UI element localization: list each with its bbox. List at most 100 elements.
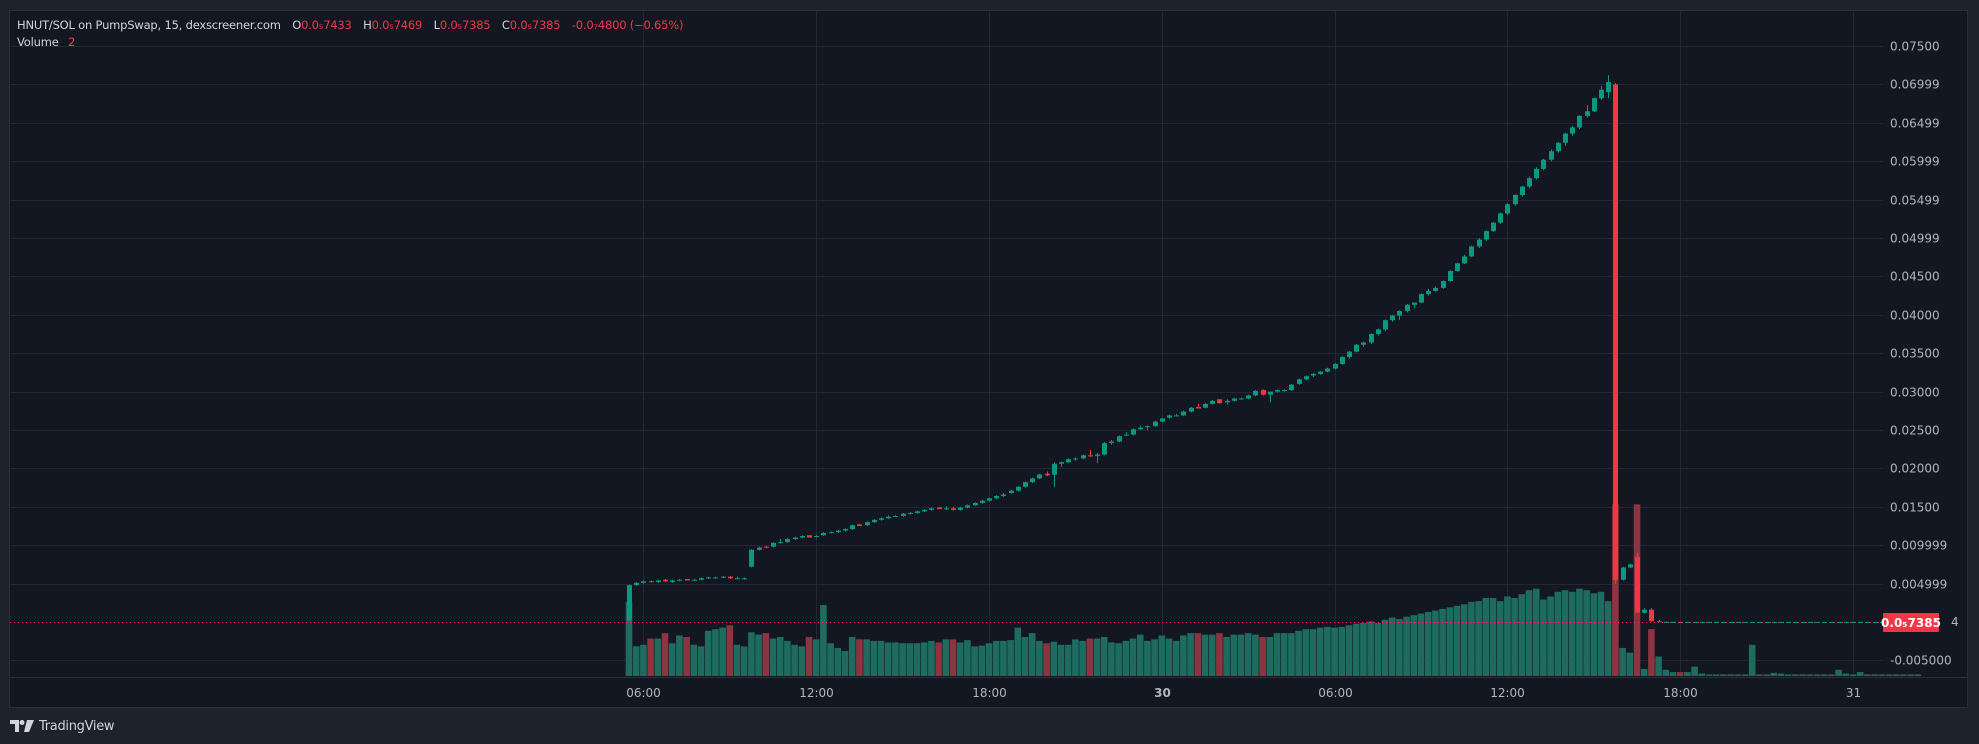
candle-body[interactable] <box>1066 459 1071 463</box>
candle-body[interactable] <box>1347 351 1352 358</box>
candle-body[interactable] <box>1671 621 1676 623</box>
candle-body[interactable] <box>937 507 942 510</box>
candle-body[interactable] <box>641 581 646 583</box>
candle-body[interactable] <box>1750 621 1755 623</box>
candle-body[interactable] <box>1635 556 1640 613</box>
candle-body[interactable] <box>1282 390 1287 392</box>
candle-body[interactable] <box>1354 344 1359 352</box>
candle-body[interactable] <box>1678 621 1683 623</box>
candle-body[interactable] <box>1880 621 1885 623</box>
candle-body[interactable] <box>1736 621 1741 623</box>
candle-body[interactable] <box>1851 621 1856 623</box>
candle-body[interactable] <box>728 576 733 579</box>
candle-body[interactable] <box>1685 621 1690 623</box>
candle-body[interactable] <box>836 530 841 533</box>
candle-body[interactable] <box>1505 204 1510 214</box>
candle-body[interactable] <box>1707 621 1712 623</box>
candle-body[interactable] <box>1441 281 1446 288</box>
candle-body[interactable] <box>1657 621 1662 623</box>
candle-body[interactable] <box>1513 194 1518 205</box>
candle-body[interactable] <box>1606 82 1611 93</box>
candle-body[interactable] <box>829 532 834 534</box>
candle-body[interactable] <box>1477 239 1482 247</box>
candle-body[interactable] <box>850 525 855 530</box>
candle-body[interactable] <box>1541 159 1546 169</box>
candle-body[interactable] <box>1073 458 1078 460</box>
candle-body[interactable] <box>1361 342 1366 345</box>
candle-body[interactable] <box>1865 621 1870 623</box>
candle-body[interactable] <box>1585 111 1590 116</box>
candle-body[interactable] <box>1376 329 1381 334</box>
candle-body[interactable] <box>1239 398 1244 400</box>
candle-body[interactable] <box>1714 621 1719 623</box>
candle-body[interactable] <box>915 511 920 513</box>
candle-body[interactable] <box>1592 98 1597 112</box>
candle-body[interactable] <box>908 512 913 514</box>
candle-body[interactable] <box>1167 415 1172 418</box>
candle-body[interactable] <box>1786 621 1791 623</box>
candle-body[interactable] <box>1469 246 1474 257</box>
candle-body[interactable] <box>1016 486 1021 491</box>
candle-body[interactable] <box>1383 320 1388 330</box>
candle-body[interactable] <box>1145 426 1150 428</box>
candle-body[interactable] <box>814 535 819 537</box>
candle-body[interactable] <box>1318 371 1323 374</box>
candle-body[interactable] <box>677 579 682 581</box>
candle-body[interactable] <box>1095 454 1100 457</box>
candle-body[interactable] <box>922 509 927 512</box>
candle-body[interactable] <box>973 502 978 506</box>
candle-body[interactable] <box>785 539 790 543</box>
candle-body[interactable] <box>713 577 718 579</box>
candle-body[interactable] <box>1613 84 1618 580</box>
candle-body[interactable] <box>1311 373 1316 376</box>
candle-body[interactable] <box>1131 429 1136 435</box>
candle-body[interactable] <box>1246 395 1251 399</box>
candle-body[interactable] <box>1412 302 1417 305</box>
candle-body[interactable] <box>1649 609 1654 622</box>
candle-body[interactable] <box>1109 441 1114 444</box>
candle-body[interactable] <box>649 581 654 583</box>
candle-body[interactable] <box>771 542 776 547</box>
candle-body[interactable] <box>1822 621 1827 623</box>
candle-body[interactable] <box>1729 621 1734 623</box>
candle-body[interactable] <box>1405 304 1410 311</box>
candle-body[interactable] <box>1743 621 1748 623</box>
candle-body[interactable] <box>872 519 877 523</box>
candle-body[interactable] <box>1059 462 1064 464</box>
candle-body[interactable] <box>1009 490 1014 493</box>
candle-body[interactable] <box>1693 621 1698 623</box>
candle-body[interactable] <box>1599 89 1604 99</box>
candle-body[interactable] <box>793 537 798 540</box>
candle-body[interactable] <box>1138 427 1143 430</box>
candle-body[interactable] <box>879 518 884 520</box>
candle-body[interactable] <box>1642 609 1647 613</box>
candle-body[interactable] <box>1196 406 1201 409</box>
candle-body[interactable] <box>865 522 870 526</box>
candle-body[interactable] <box>1117 436 1122 442</box>
candle-body[interactable] <box>1030 478 1035 483</box>
candle-body[interactable] <box>634 582 639 586</box>
candle-body[interactable] <box>951 508 956 510</box>
candle-body[interactable] <box>1498 213 1503 223</box>
candle-body[interactable] <box>1700 621 1705 623</box>
candle-body[interactable] <box>735 578 740 580</box>
candle-body[interactable] <box>1225 400 1230 403</box>
candle-body[interactable] <box>1462 256 1467 264</box>
candle-body[interactable] <box>980 500 985 503</box>
candle-body[interactable] <box>1390 315 1395 321</box>
candle-body[interactable] <box>1757 621 1762 623</box>
candle-body[interactable] <box>1484 231 1489 240</box>
candle-body[interactable] <box>901 513 906 517</box>
candle-body[interactable] <box>800 535 805 538</box>
candle-body[interactable] <box>1369 334 1374 343</box>
candle-body[interactable] <box>721 576 726 578</box>
candle-body[interactable] <box>1023 482 1028 487</box>
candle-body[interactable] <box>1325 368 1330 372</box>
candle-body[interactable] <box>807 535 812 538</box>
candle-body[interactable] <box>1628 564 1633 568</box>
candle-body[interactable] <box>1304 376 1309 380</box>
candle-body[interactable] <box>1858 621 1863 623</box>
candle-body[interactable] <box>656 580 661 583</box>
candle-body[interactable] <box>749 549 754 567</box>
